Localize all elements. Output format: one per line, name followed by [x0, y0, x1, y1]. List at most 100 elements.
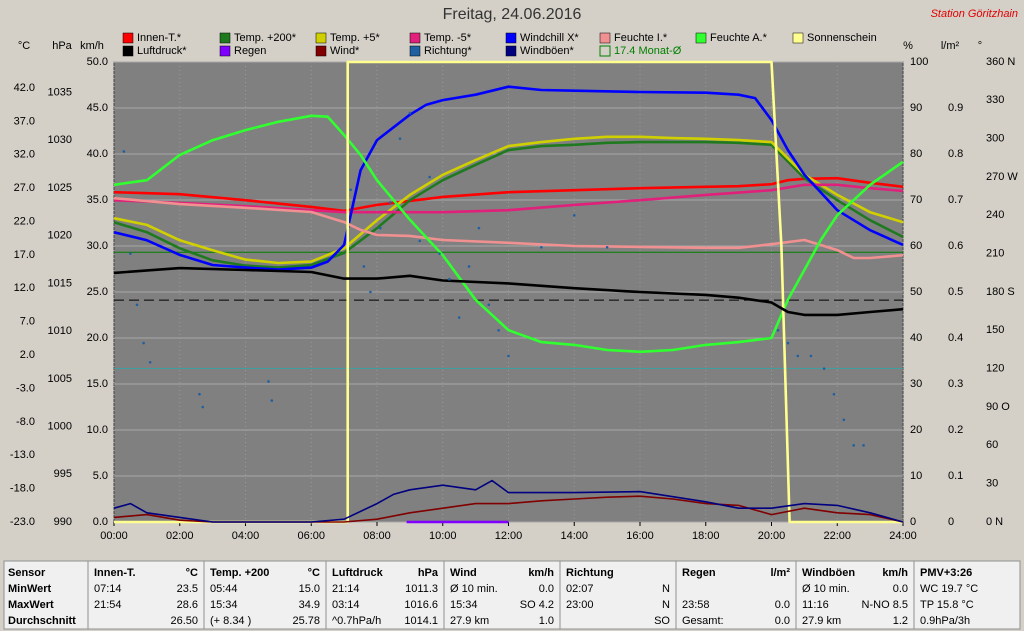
x-tick-label: 22:00 — [823, 530, 851, 542]
legend-swatch — [409, 45, 421, 57]
y-tick-label: 50 — [910, 286, 922, 298]
y-tick-label: 20.0 — [87, 332, 108, 344]
y-tick-label: 300 — [986, 133, 1004, 145]
table-cell — [443, 560, 561, 630]
y-tick-label: 0.2 — [948, 424, 963, 436]
table-cell — [795, 560, 915, 630]
table-text: 0.0 — [775, 599, 790, 611]
point — [852, 444, 855, 447]
table-text: MaxWert — [8, 599, 54, 611]
table-text: SO — [654, 615, 670, 627]
y-tick-label: 42.0 — [14, 82, 35, 94]
y-tick-label: 150 — [986, 324, 1004, 336]
y-tick-label: 90 O — [986, 401, 1010, 413]
point — [605, 245, 609, 249]
table-text: °C — [308, 567, 320, 579]
table-text: 1.0 — [539, 615, 554, 627]
table-cell — [203, 560, 327, 630]
point — [457, 316, 461, 319]
x-tick-label: 10:00 — [429, 530, 457, 542]
y-tick-label: 0 — [948, 516, 954, 528]
y-tick-label: 37.0 — [14, 115, 35, 127]
legend-label: Windchill X* — [520, 32, 579, 44]
table-text: 03:14 — [332, 599, 360, 611]
table-text: 34.9 — [299, 599, 320, 611]
table-text: 21:14 — [332, 583, 360, 595]
point — [122, 150, 126, 153]
y-tick-label: 5.0 — [93, 470, 108, 482]
x-tick-label: 20:00 — [758, 530, 786, 542]
chart-title: Freitag, 24.06.2016 — [443, 6, 582, 23]
point — [540, 245, 543, 249]
legend-label: Temp. +5* — [330, 32, 381, 44]
y-tick-label: 7.0 — [20, 316, 35, 328]
series-line — [113, 196, 904, 260]
table-text: ^0.7hPa/h — [332, 615, 381, 627]
table-text: SO 4.2 — [520, 599, 554, 611]
point — [776, 329, 780, 332]
y-tick-label: 0 — [910, 516, 916, 528]
table-text: 0.0 — [539, 583, 554, 595]
table-text: 15:34 — [450, 599, 478, 611]
series-line — [113, 479, 904, 523]
y-tick-label: 240 — [986, 209, 1004, 221]
legend-swatch — [695, 32, 707, 44]
y-tick-label: 0.8 — [948, 148, 963, 160]
point — [507, 354, 510, 358]
y-tick-label: 100 — [910, 56, 928, 68]
table-text: km/h — [882, 567, 908, 579]
point — [572, 214, 576, 217]
y-tick-label: 17.0 — [14, 249, 35, 261]
table-cell — [325, 560, 445, 630]
y-tick-label: 50.0 — [87, 56, 108, 68]
y-tick-label: 10.0 — [87, 424, 108, 436]
y-tick-label: 30.0 — [87, 240, 108, 252]
y-tick-label: 1030 — [48, 134, 72, 146]
point — [129, 252, 132, 255]
point — [796, 354, 800, 358]
y-tick-label: 1000 — [48, 420, 72, 432]
y-tick-label: 120 — [986, 363, 1004, 375]
legend-swatch — [505, 45, 517, 57]
x-tick-label: 16:00 — [626, 530, 654, 542]
table-text: (+ 8.34 ) — [210, 615, 251, 627]
point — [369, 290, 372, 294]
legend-swatch — [122, 32, 134, 44]
y-tick-label: 80 — [910, 148, 922, 160]
x-tick-label: 14:00 — [560, 530, 588, 542]
point — [418, 239, 422, 243]
legend-swatch — [505, 32, 517, 44]
table-text: Luftdruck — [332, 567, 384, 579]
legend-swatch — [219, 32, 231, 44]
point — [842, 418, 846, 422]
x-tick-label: 08:00 — [363, 530, 391, 542]
legend-label: Windböen* — [520, 45, 575, 57]
y-tick-label: 1025 — [48, 182, 72, 194]
table-text: l/m² — [770, 567, 790, 579]
legend-label: Luftdruck* — [137, 45, 187, 57]
y-tick-label: 40.0 — [87, 148, 108, 160]
y-tick-label: 0.6 — [948, 240, 963, 252]
y-tick-label: 0.4 — [948, 332, 963, 344]
y-tick-label: 35.0 — [87, 194, 108, 206]
table-text: N — [662, 599, 670, 611]
point — [270, 399, 274, 402]
legend-swatch — [315, 32, 327, 44]
table-text: 23.5 — [177, 583, 198, 595]
point — [809, 354, 813, 358]
legend-label: Temp. +200* — [234, 32, 297, 44]
point — [408, 111, 412, 115]
point — [497, 329, 500, 332]
legend-label: Feuchte A.* — [710, 32, 768, 44]
axis-unit: °C — [18, 40, 30, 52]
y-tick-label: -8.0 — [16, 416, 35, 428]
y-tick-label: 27.0 — [14, 182, 35, 194]
axis-unit: l/m² — [941, 40, 960, 52]
x-tick-label: 24:00 — [889, 530, 917, 542]
y-tick-label: 1015 — [48, 277, 72, 289]
y-tick-label: 0.0 — [93, 516, 108, 528]
point — [198, 392, 201, 396]
table-text: 25.78 — [292, 615, 320, 627]
table-text: N-NO 8.5 — [862, 599, 908, 611]
